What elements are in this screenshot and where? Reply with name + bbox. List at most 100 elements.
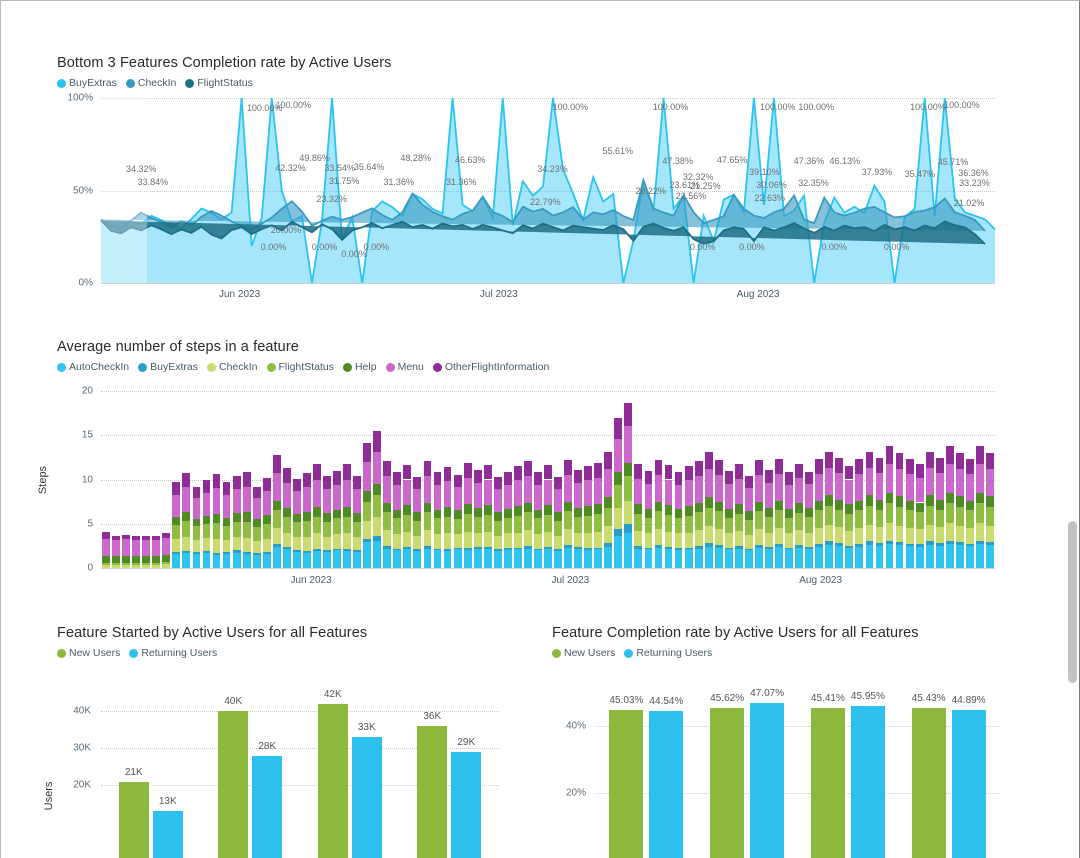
- stacked-bar-segment[interactable]: [755, 529, 763, 545]
- stacked-bar-segment[interactable]: [403, 514, 412, 532]
- stacked-bar-segment[interactable]: [192, 486, 201, 499]
- stacked-bar-segment[interactable]: [895, 496, 904, 507]
- stacked-bar-segment[interactable]: [393, 471, 402, 485]
- stacked-bar-segment[interactable]: [855, 546, 864, 568]
- stacked-bar-segment[interactable]: [383, 475, 392, 503]
- stacked-bar-segment[interactable]: [825, 541, 834, 545]
- stacked-bar-segment[interactable]: [493, 489, 502, 513]
- stacked-bar-segment[interactable]: [965, 500, 974, 511]
- stacked-bar-segment[interactable]: [704, 497, 713, 508]
- stacked-bar-segment[interactable]: [282, 483, 291, 508]
- stacked-bar-segment[interactable]: [303, 473, 311, 488]
- stacked-bar-segment[interactable]: [142, 536, 151, 540]
- stacked-bar-segment[interactable]: [594, 547, 603, 550]
- stacked-bar-segment[interactable]: [845, 545, 854, 548]
- stacked-bar-segment[interactable]: [765, 469, 773, 484]
- stacked-bar-segment[interactable]: [202, 537, 211, 552]
- stacked-bar-segment[interactable]: [775, 510, 783, 529]
- stacked-bar-segment[interactable]: [333, 484, 341, 510]
- stacked-bar-segment[interactable]: [965, 474, 974, 501]
- stacked-bar-segment[interactable]: [724, 549, 733, 568]
- stacked-bar-segment[interactable]: [413, 512, 422, 522]
- stacked-bar-segment[interactable]: [644, 517, 653, 534]
- stacked-bar-segment[interactable]: [775, 500, 783, 511]
- stacked-bar-segment[interactable]: [915, 477, 924, 503]
- stacked-bar-segment[interactable]: [775, 474, 783, 501]
- stacked-bar-segment[interactable]: [413, 536, 422, 550]
- stacked-bar-segment[interactable]: [534, 509, 542, 519]
- stacked-bar-segment[interactable]: [534, 548, 542, 551]
- stacked-bar-segment[interactable]: [192, 526, 201, 540]
- stacked-bar-segment[interactable]: [333, 534, 341, 549]
- stacked-bar-segment[interactable]: [734, 530, 743, 546]
- stacked-bar-segment[interactable]: [614, 484, 623, 508]
- stacked-bar-segment[interactable]: [925, 467, 934, 496]
- stacked-bar-segment[interactable]: [503, 547, 512, 551]
- stacked-bar-segment[interactable]: [855, 544, 864, 547]
- stacked-bar-segment[interactable]: [282, 507, 291, 517]
- bar-new-users[interactable]: [218, 711, 249, 858]
- stacked-bar-segment[interactable]: [503, 508, 512, 518]
- stacked-bar-segment[interactable]: [704, 526, 713, 544]
- bar-returning-users[interactable]: [451, 752, 482, 858]
- stacked-bar-segment[interactable]: [534, 550, 542, 568]
- stacked-bar-segment[interactable]: [714, 475, 723, 502]
- stacked-bar-segment[interactable]: [654, 544, 663, 548]
- stacked-bar-segment[interactable]: [785, 472, 793, 485]
- stacked-bar-segment[interactable]: [584, 550, 593, 568]
- stacked-bar-segment[interactable]: [634, 548, 643, 568]
- stacked-bar-segment[interactable]: [343, 464, 351, 481]
- stacked-bar-segment[interactable]: [313, 533, 321, 549]
- stacked-bar-segment[interactable]: [433, 518, 442, 535]
- stacked-bar-segment[interactable]: [122, 535, 131, 539]
- stacked-bar-segment[interactable]: [523, 512, 532, 530]
- stacked-bar-segment[interactable]: [333, 518, 341, 535]
- stacked-bar-segment[interactable]: [554, 521, 562, 537]
- stacked-bar-segment[interactable]: [835, 543, 844, 546]
- stacked-bar-segment[interactable]: [845, 547, 854, 568]
- bar-new-users[interactable]: [417, 726, 448, 858]
- stacked-bar-segment[interactable]: [393, 548, 402, 551]
- stacked-bar-segment[interactable]: [152, 539, 161, 556]
- stacked-bar-segment[interactable]: [835, 545, 844, 568]
- stacked-bar-segment[interactable]: [815, 510, 824, 529]
- stacked-bar-segment[interactable]: [493, 512, 502, 522]
- stacked-bar-segment[interactable]: [313, 480, 321, 507]
- stacked-bar-segment[interactable]: [303, 521, 311, 538]
- stacked-bar-segment[interactable]: [704, 543, 713, 547]
- stacked-bar-segment[interactable]: [744, 548, 753, 551]
- stacked-bar-segment[interactable]: [875, 473, 884, 500]
- stacked-bar-segment[interactable]: [323, 537, 331, 551]
- stacked-bar-segment[interactable]: [373, 430, 382, 453]
- stacked-bar-segment[interactable]: [815, 528, 824, 545]
- stacked-bar-segment[interactable]: [594, 477, 603, 505]
- stacked-bar-segment[interactable]: [714, 511, 723, 530]
- stacked-bar-segment[interactable]: [152, 536, 161, 540]
- stacked-bar-segment[interactable]: [102, 538, 110, 556]
- stacked-bar-segment[interactable]: [885, 463, 894, 493]
- stacked-bar-segment[interactable]: [584, 547, 593, 551]
- stacked-bar-segment[interactable]: [383, 502, 392, 513]
- stacked-bar-segment[interactable]: [383, 512, 392, 530]
- stacked-bar-segment[interactable]: [805, 548, 814, 568]
- stacked-bar-segment[interactable]: [584, 515, 593, 533]
- stacked-bar-segment[interactable]: [252, 540, 261, 553]
- stacked-bar-segment[interactable]: [755, 501, 763, 512]
- stacked-bar-segment[interactable]: [202, 523, 211, 538]
- stacked-bar-segment[interactable]: [222, 553, 231, 568]
- stacked-bar-segment[interactable]: [755, 547, 763, 568]
- stacked-bar-segment[interactable]: [765, 507, 773, 517]
- stacked-bar-segment[interactable]: [523, 529, 532, 546]
- stacked-bar-segment[interactable]: [955, 496, 964, 507]
- stacked-bar-segment[interactable]: [182, 487, 191, 513]
- stacked-bar-segment[interactable]: [965, 544, 974, 546]
- stacked-bar-segment[interactable]: [423, 475, 432, 503]
- stacked-bar-segment[interactable]: [423, 548, 432, 568]
- stacked-bar-segment[interactable]: [795, 463, 804, 478]
- stacked-bar-segment[interactable]: [172, 482, 181, 495]
- stacked-bar-segment[interactable]: [172, 516, 181, 525]
- stacked-bar-segment[interactable]: [765, 548, 773, 568]
- stacked-bar-segment[interactable]: [965, 459, 974, 475]
- stacked-bar-segment[interactable]: [423, 512, 432, 530]
- stacked-bar-segment[interactable]: [815, 474, 824, 501]
